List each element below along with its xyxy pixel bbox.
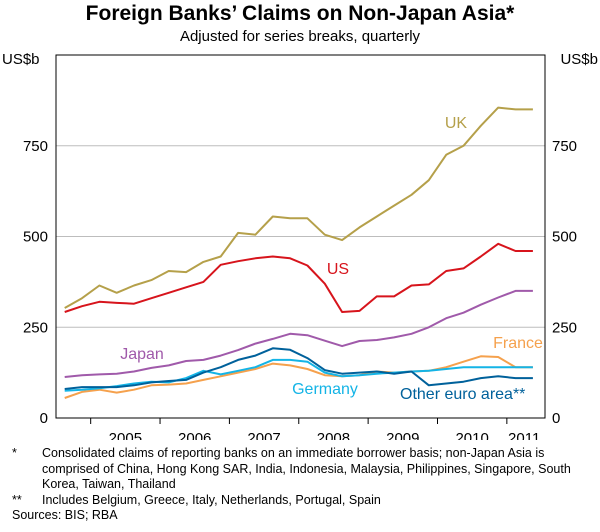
line-chart: 0 0 250 250 500 500 750 750 US$b US$b 2005 2006 2007… [2,51,598,440]
y-tick-left-3: 750 [23,138,48,155]
y-tick-left-1: 250 [23,319,48,336]
footnote-1-mark: * [12,446,17,460]
series-line-uk [64,106,533,309]
x-tick-label-2005: 2005 [109,430,142,440]
footnote-2: ** Includes Belgium, Greece, Italy, Neth… [12,493,592,509]
chart-subtitle: Adjusted for series breaks, quarterly [179,28,421,45]
series-label-other-euro-area: Other euro area** [400,386,525,403]
series-label-uk: UK [445,115,468,132]
plot-frame [55,54,546,419]
chart-title: Foreign Banks’ Claims on Non-Japan Asia* [85,2,515,25]
footnote-1-text: Consolidated claims of reporting banks o… [42,446,571,492]
y-axis-label-left: US$b [2,51,40,68]
x-tick-label-2007: 2007 [247,430,280,440]
footnotes: * Consolidated claims of reporting banks… [12,446,592,524]
sources: Sources: BIS; RBA [12,508,118,523]
series-label-us: US [327,261,349,278]
x-tick-label-2006: 2006 [178,430,211,440]
y-tick-right-0: 0 [552,410,560,427]
x-tick-label-2011: 2011 [508,430,540,440]
series-line-japan [64,289,533,378]
series-label-germany: Germany [292,381,358,398]
series-line-us [64,242,533,313]
y-tick-left-0: 0 [40,410,48,427]
series-line-other-euro-area [64,347,533,390]
series-label-japan: Japan [120,346,164,363]
y-tick-right-1: 250 [552,319,577,336]
footnote-2-text: Includes Belgium, Greece, Italy, Netherl… [42,492,381,507]
x-tick-label-2008: 2008 [317,430,350,440]
y-axis-label-right: US$b [560,51,598,68]
y-tick-left-2: 500 [23,229,48,246]
series-line-france [64,355,533,399]
y-tick-right-3: 750 [552,138,577,155]
series-label-france: France [493,335,543,352]
x-tick-label-2009: 2009 [386,430,419,440]
x-tick-label-2010: 2010 [455,430,488,440]
footnote-1: * Consolidated claims of reporting banks… [12,446,592,493]
footnote-2-mark: ** [12,492,22,507]
y-tick-right-2: 500 [552,229,577,246]
series-line-germany [64,358,533,392]
